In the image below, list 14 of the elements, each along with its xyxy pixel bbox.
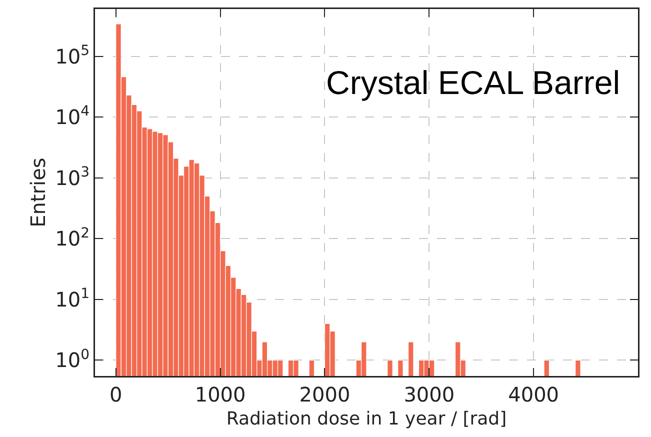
x-tick-label: 2000 — [299, 382, 350, 406]
y-tick-label: 10$^{1}$ — [55, 286, 90, 312]
x-tick-label: 0 — [110, 382, 122, 406]
y-tick-label: 10$^{0}$ — [55, 346, 90, 372]
x-tick-label: 4000 — [508, 382, 560, 406]
x-axis-title: Radiation dose in 1 year / [rad] — [226, 408, 507, 430]
y-tick-label: 10$^{5}$ — [55, 42, 90, 68]
y-tick-label: 10$^{4}$ — [55, 104, 90, 130]
y-axis-title: Entries — [26, 158, 50, 228]
annotation: Crystal ECAL Barrel — [326, 64, 620, 101]
x-tick-label: 3000 — [404, 382, 455, 406]
y-tick-label: 10$^{3}$ — [55, 164, 90, 190]
x-tick-label: 1000 — [194, 382, 246, 406]
y-tick-label: 10$^{2}$ — [55, 225, 90, 251]
